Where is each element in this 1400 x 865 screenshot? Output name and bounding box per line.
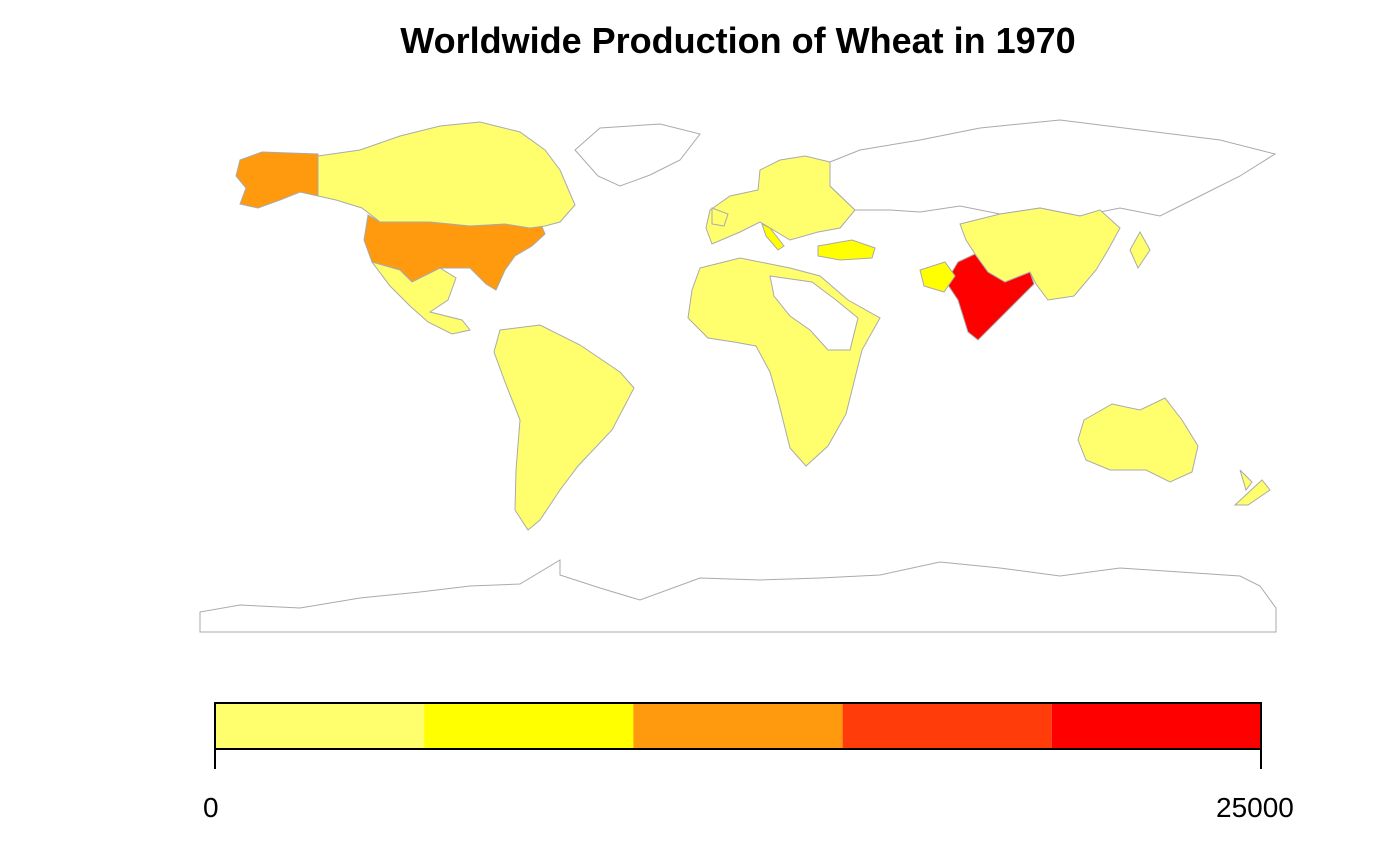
legend-frame (214, 702, 1262, 750)
legend-swatch (215, 703, 425, 749)
legend-max-label: 25000 (1216, 792, 1294, 823)
region-antarctica (199, 559, 1277, 633)
region-greenland (574, 123, 701, 187)
region-island (1129, 230, 1151, 270)
region-island (1233, 479, 1271, 506)
region-russia (829, 119, 1277, 217)
map-title: Worldwide Production of Wheat in 1970 (400, 20, 1076, 61)
region-island (1239, 469, 1253, 492)
legend-swatch (424, 703, 634, 749)
legend-swatch (633, 703, 843, 749)
legend-swatch (842, 703, 1052, 749)
legend-swatch (1051, 703, 1261, 749)
legend (214, 702, 1262, 769)
region-sahara (769, 275, 859, 351)
region-china (959, 207, 1121, 301)
region-alaska (235, 151, 319, 209)
region-south-america (493, 324, 635, 531)
legend-min-label: 0 (203, 792, 219, 823)
region-island (711, 207, 729, 227)
map-regions (199, 119, 1277, 633)
region-turkey (817, 239, 876, 261)
region-pakistan (919, 261, 956, 293)
region-australia (1077, 397, 1199, 483)
region-mexico (370, 261, 471, 335)
region-canada (317, 121, 576, 229)
